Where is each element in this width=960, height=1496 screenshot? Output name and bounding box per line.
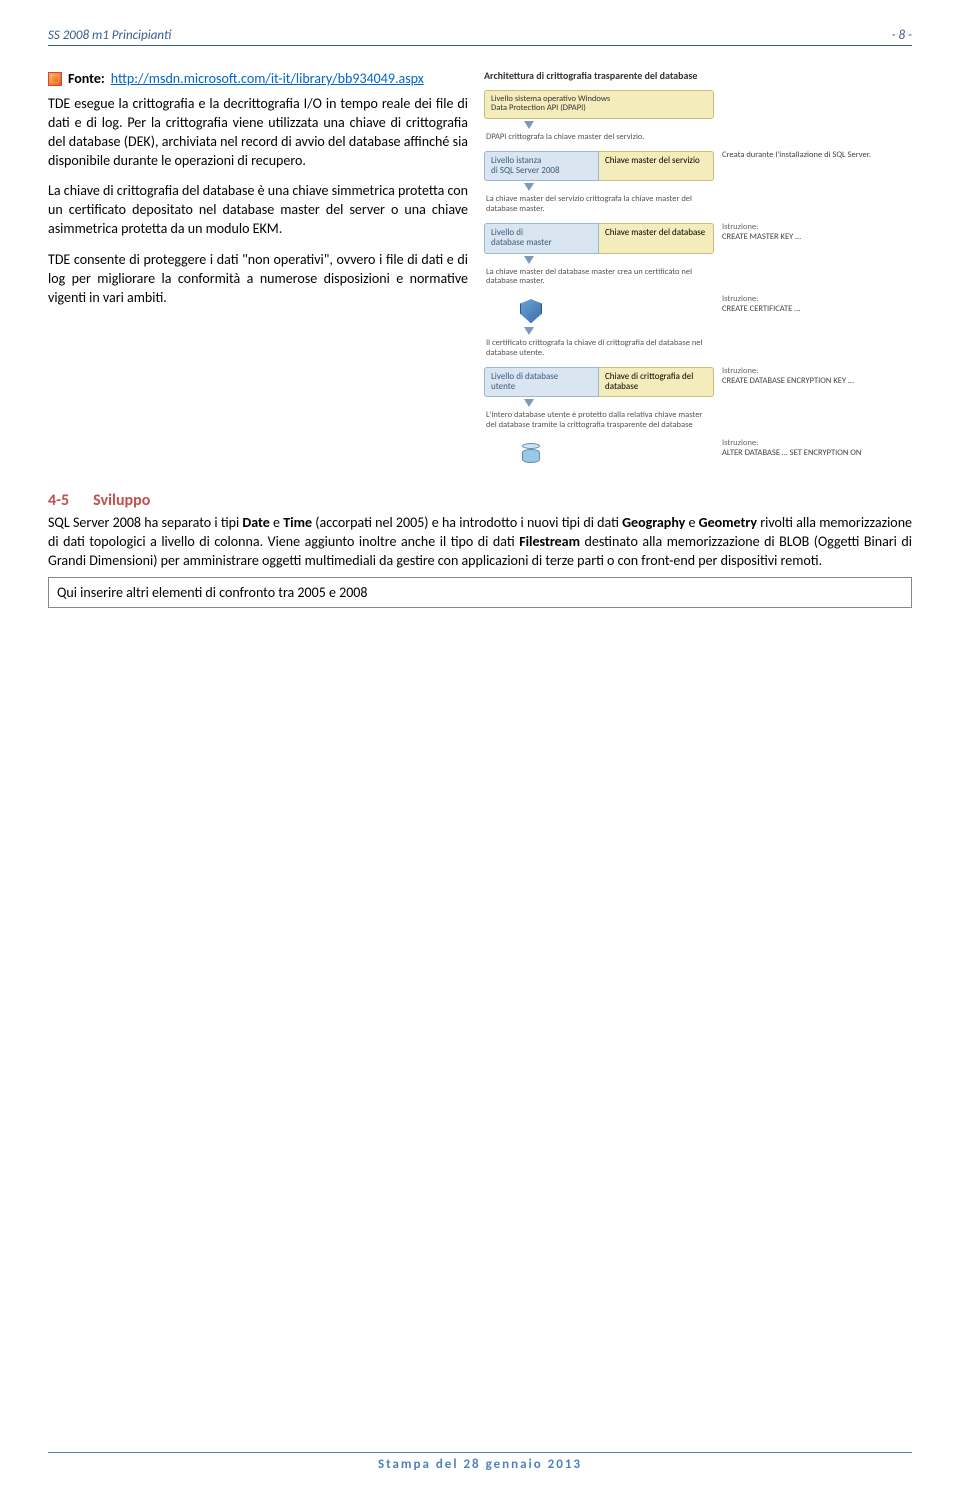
diagram-box-userdb: Livello di database utente Chiave di cri… [484,367,714,398]
section-text: e [685,514,698,531]
section-text: (accorpati nel 2005) e ha introdotto i n… [312,514,622,531]
diagram-caption-4: Il certificato crittografa la chiave di … [484,339,714,359]
diagram-caption-1: DPAPI crittografa la chiave master del s… [484,133,714,143]
source-icon [48,72,62,86]
diagram-instruction-2: Creata durante l'installazione di SQL Se… [722,151,912,161]
note-box: Qui inserire altri elementi di confronto… [48,577,912,608]
instruction-text-6: ALTER DATABASE … SET ENCRYPTION ON [722,449,912,459]
diagram-box-userdb-left: Livello di database utente [484,367,599,398]
section-text: e [270,514,283,531]
arrow-icon [524,121,534,129]
diagram-caption-2: La chiave master del servizio crittograf… [484,195,714,215]
database-icon [522,443,540,463]
diagram-box-dpapi: Livello sistema operativo Windows Data P… [484,90,714,120]
section-text: SQL Server 2008 ha separato i tipi [48,514,242,531]
diagram-caption-3: La chiave master del database master cre… [484,268,714,288]
diagram-box-userdb-right: Chiave di crittografia del database [599,367,714,398]
arrow-icon [524,183,534,191]
bold-geography: Geography [622,514,685,531]
paragraph-1: TDE esegue la crittografia e la decritto… [48,95,468,171]
source-line: Fonte: http://msdn.microsoft.com/it-it/l… [48,70,468,89]
section-number: 4-5 [48,491,69,510]
source-link[interactable]: http://msdn.microsoft.com/it-it/library/… [111,70,424,89]
arrow-icon [524,327,534,335]
diagram-box-instance: Livello istanza di SQL Server 2008 Chiav… [484,151,714,182]
section-heading: 4-5 Sviluppo [48,491,912,510]
diagram-box-instance-right: Chiave master del servizio [599,151,714,182]
arrow-icon [524,399,534,407]
instruction-text-5: CREATE DATABASE ENCRYPTION KEY … [722,377,912,387]
section-title: Sviluppo [93,491,150,510]
instruction-text-4: CREATE CERTIFICATE … [722,305,912,315]
architecture-diagram: Architettura di crittografia trasparente… [484,70,912,469]
certificate-shield-icon [520,299,542,323]
section-body: SQL Server 2008 ha separato i tipi Date … [48,514,912,571]
diagram-box-instance-left: Livello istanza di SQL Server 2008 [484,151,599,182]
paragraph-2: La chiave di crittografia del database è… [48,182,468,239]
page-footer: Stampa del 28 gennaio 2013 [48,1452,912,1472]
paragraph-3: TDE consente di proteggere i dati "non o… [48,251,468,308]
bold-geometry: Geometry [699,514,757,531]
arrow-icon [524,256,534,264]
diagram-box-master-right: Chiave master del database [599,223,714,254]
diagram-title: Architettura di crittografia trasparente… [484,70,912,82]
bold-date: Date [242,514,269,531]
header-left: SS 2008 m1 Principianti [48,28,171,43]
header-right: - 8 - [892,28,912,43]
bold-filestream: Filestream [519,533,580,550]
diagram-box-master-left: Livello di database master [484,223,599,254]
diagram-caption-5: L'intero database utente è protetto dall… [484,411,714,431]
bold-time: Time [283,514,312,531]
diagram-box-master: Livello di database master Chiave master… [484,223,714,254]
page-header: SS 2008 m1 Principianti - 8 - [48,28,912,46]
instruction-text-3: CREATE MASTER KEY … [722,233,912,243]
main-text-column: Fonte: http://msdn.microsoft.com/it-it/l… [48,70,468,320]
source-label: Fonte: [68,70,105,89]
